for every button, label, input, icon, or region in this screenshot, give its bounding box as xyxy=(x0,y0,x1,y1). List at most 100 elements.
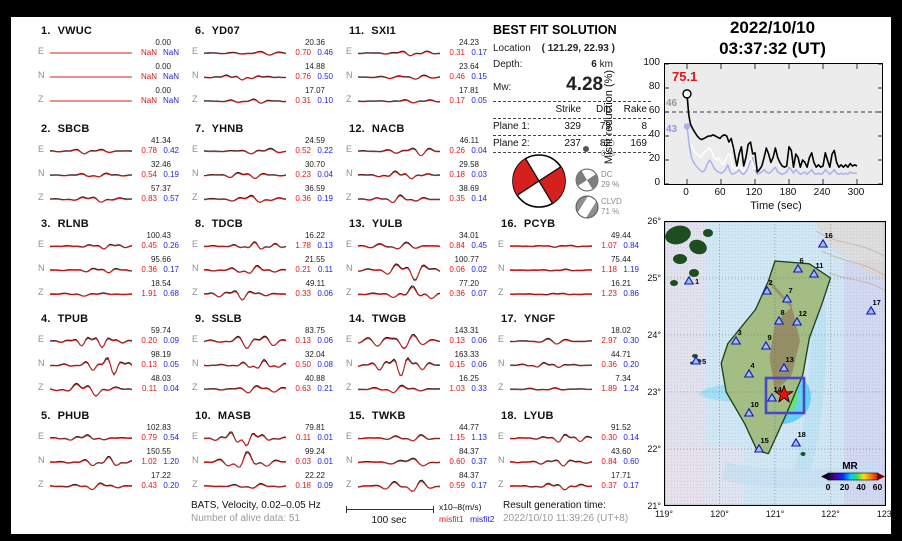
waveform-trace xyxy=(204,171,286,179)
amplitude-value: 83.75 xyxy=(304,326,325,335)
synthetic-waveform xyxy=(204,432,286,447)
waveform-trace xyxy=(204,482,286,489)
misfit-values: 0.26 0.04 xyxy=(441,146,487,156)
channel-row: N 44.71 0.36 0.20 xyxy=(491,350,643,376)
misfit1-value: 0.46 xyxy=(449,72,465,81)
synthetic-waveform xyxy=(204,99,286,104)
station-header: 3. RLNB xyxy=(41,218,89,230)
waveform-values: 99.24 0.03 0.01 xyxy=(287,447,333,467)
station-number-8: 8 xyxy=(781,308,785,317)
misfit2-value: 0.17 xyxy=(471,481,487,490)
waveform-trace xyxy=(358,263,440,281)
misfit2-value: NaN xyxy=(162,48,179,57)
amplitude-value: 77.20 xyxy=(458,279,479,288)
misfit-values: 1.07 0.84 xyxy=(593,241,639,251)
channel-row: N 84.37 0.60 0.37 xyxy=(339,447,491,473)
misfit1-value: 0.76 xyxy=(295,72,311,81)
misfit2-value: 0.22 xyxy=(317,146,333,155)
waveform-values: 18.02 2.97 0.30 xyxy=(593,326,639,346)
channel-row: E 34.01 0.84 0.45 xyxy=(339,231,491,257)
misfit-values: 0.52 0.22 xyxy=(287,146,333,156)
misfit-y-tick: 20 xyxy=(648,153,660,164)
channel-label: E xyxy=(38,334,45,344)
station-code: YD07 xyxy=(211,25,240,37)
channel-label: E xyxy=(192,431,199,441)
misfit2-value: 0.06 xyxy=(471,360,487,369)
misfit2-value: 0.20 xyxy=(623,360,639,369)
station-triangle-2 xyxy=(761,285,773,295)
misfit1-value: 0.52 xyxy=(295,146,311,155)
misfit-values: 0.21 0.11 xyxy=(287,265,333,275)
misfit1-value: 0.36 xyxy=(295,194,311,203)
misfit-values: 0.31 0.17 xyxy=(441,48,487,58)
channel-label: N xyxy=(346,263,353,273)
channel-row: Z 16.25 1.03 0.33 xyxy=(339,374,491,400)
misfit1-value: 0.83 xyxy=(141,194,157,203)
misfit-values: 0.13 0.06 xyxy=(441,336,487,346)
station-header: 17. YNGF xyxy=(501,313,555,325)
channel-row: E 16.22 1.78 0.13 xyxy=(185,231,337,257)
waveform-values: 59.74 0.20 0.09 xyxy=(133,326,179,346)
channel-row: Z 18.54 1.91 0.68 xyxy=(31,279,183,305)
amplitude-value: 44.77 xyxy=(458,423,479,432)
station-number: 1. xyxy=(41,25,51,37)
station-number-7: 7 xyxy=(789,286,793,295)
clvd-icon xyxy=(575,195,599,219)
misfit1-value: 0.43 xyxy=(141,481,157,490)
station-code: PCYB xyxy=(523,218,556,230)
result-time-value: 2022/10/10 11:39:26 (UT+8) xyxy=(503,513,629,524)
waveform-values: 44.71 0.36 0.20 xyxy=(593,350,639,370)
waveform-values: 100.77 0.06 0.02 xyxy=(441,255,487,275)
misfit1-value: 0.84 xyxy=(449,241,465,250)
station-code: MASB xyxy=(217,410,252,422)
channel-label: E xyxy=(192,239,199,249)
annotation-blue-mr: 43 xyxy=(666,124,678,135)
station-header: 1. VWUC xyxy=(41,25,92,37)
synthetic-waveform xyxy=(358,75,440,80)
misfit1-value: 0.13 xyxy=(141,360,157,369)
channel-row: N 21.55 0.21 0.11 xyxy=(185,255,337,281)
channel-row: N 23.64 0.46 0.15 xyxy=(339,62,491,88)
channel-label: Z xyxy=(346,479,352,489)
synthetic-waveform xyxy=(204,385,286,394)
waveform-values: 16.21 1.23 0.86 xyxy=(593,279,639,299)
channel-label: Z xyxy=(346,192,352,202)
units-label: x10–8(m/s) xyxy=(439,502,482,512)
misfit1-value: 0.63 xyxy=(295,384,311,393)
station-number-6: 6 xyxy=(800,256,804,265)
waveform-trace xyxy=(358,194,440,204)
misfit-values: 0.83 0.57 xyxy=(133,194,179,204)
misfit1-value: 0.20 xyxy=(141,336,157,345)
waveform-values: 24.59 0.52 0.22 xyxy=(287,136,333,156)
amplitude-value: 18.54 xyxy=(150,279,171,288)
channel-label: E xyxy=(346,334,353,344)
amplitude-value: 16.21 xyxy=(610,279,631,288)
misfit2-value: 0.68 xyxy=(163,289,179,298)
observed-waveform xyxy=(358,170,440,180)
misfit2-value: 0.14 xyxy=(471,194,487,203)
amplitude-value: 16.25 xyxy=(458,374,479,383)
channel-row: N 29.58 0.18 0.03 xyxy=(339,160,491,186)
station-number-9: 9 xyxy=(768,333,772,342)
misfit2-value: 0.37 xyxy=(471,457,487,466)
amplitude-value: 48.03 xyxy=(150,374,171,383)
channel-label: E xyxy=(38,239,45,249)
station-block: 11. SXI1 E 24.23 0.31 0.17 N 23.64 0.46 0.15 Z 17.8… xyxy=(339,25,491,117)
misfit1-value: NaN xyxy=(140,72,157,81)
synthetic-waveform xyxy=(204,51,286,56)
channel-label: E xyxy=(192,334,199,344)
depth-value: 6 xyxy=(591,59,597,70)
alive-data-count: Number of alive data: 51 xyxy=(191,513,300,524)
misfit-values: 0.03 0.01 xyxy=(287,457,333,467)
channel-row: E 59.74 0.20 0.09 xyxy=(31,326,183,352)
misfit2-value: 0.17 xyxy=(623,481,639,490)
channel-row: E 24.23 0.31 0.17 xyxy=(339,38,491,64)
misfit2-value: 0.06 xyxy=(471,336,487,345)
series-older-lavender xyxy=(686,126,857,176)
misfit2-value: 0.30 xyxy=(623,336,639,345)
clvd-label: CLVD 71 % xyxy=(601,197,622,216)
misfit2-value: 0.09 xyxy=(317,481,333,490)
station-triangle-7 xyxy=(781,293,793,303)
station-triangle-17 xyxy=(865,305,877,315)
channel-label: E xyxy=(498,334,505,344)
